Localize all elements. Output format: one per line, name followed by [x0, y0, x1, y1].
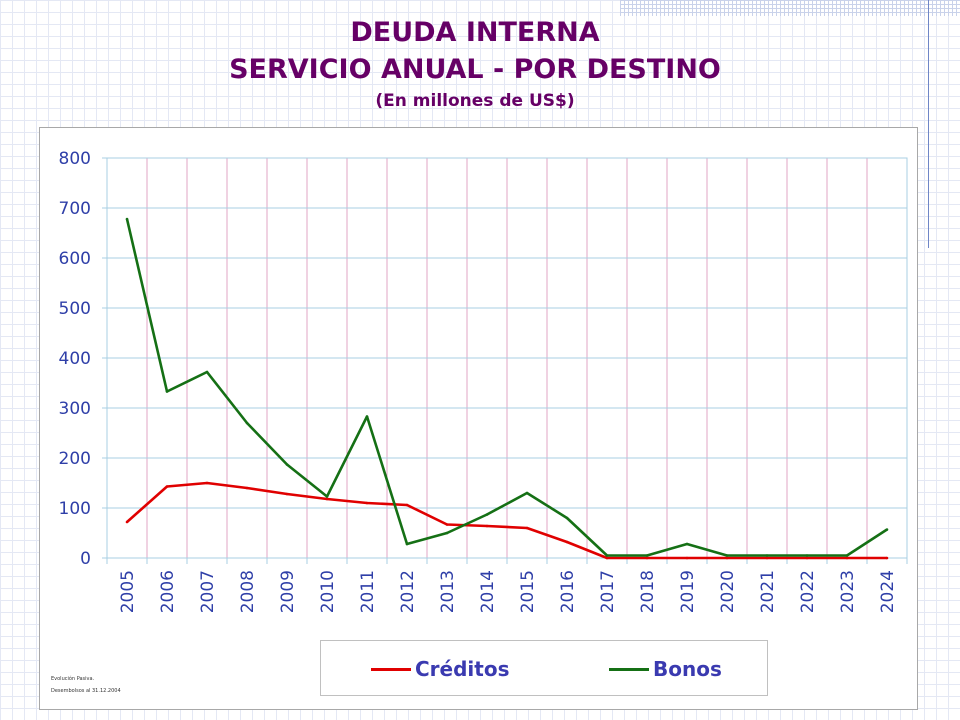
bonos-point [685, 542, 689, 546]
title-block: DEUDA INTERNA SERVICIO ANUAL - POR DESTI… [0, 14, 950, 114]
x-tick-label: 2006 [158, 570, 178, 613]
x-tick-label: 2008 [238, 570, 258, 613]
bonos-point [245, 421, 249, 425]
y-tick-label: 500 [59, 299, 91, 319]
y-tick-label: 300 [59, 399, 91, 419]
legend: Créditos Bonos [320, 640, 768, 696]
legend-label-bonos: Bonos [653, 657, 722, 681]
footnote-source: Evolución Pasiva. [51, 676, 95, 682]
chart-subtitle: SERVICIO ANUAL - POR DESTINO [229, 54, 721, 85]
creditos-point [445, 523, 449, 526]
x-tick-label: 2021 [758, 570, 778, 613]
bonos-point [285, 463, 289, 466]
bonos-point [525, 491, 529, 495]
creditos-point [725, 556, 729, 560]
x-tick-label: 2010 [318, 570, 338, 613]
x-tick-label: 2015 [518, 570, 538, 613]
creditos-point [165, 485, 169, 488]
legend-swatch-bonos [609, 667, 649, 671]
creditos-point [205, 481, 209, 485]
y-tick-label: 400 [59, 349, 91, 369]
footnote-date: Desembolsos al 31.12.2004 [51, 688, 121, 694]
creditos-point [365, 501, 369, 505]
creditos-point [685, 556, 689, 560]
creditos-point [805, 556, 809, 560]
creditos-point [125, 520, 129, 524]
right-decorative-rule [928, 0, 929, 248]
x-tick-label: 2019 [678, 570, 698, 613]
bonos-point [605, 554, 609, 557]
x-tick-label: 2013 [438, 570, 458, 613]
creditos-point [565, 540, 569, 544]
creditos-point [245, 486, 249, 490]
x-tick-label: 2016 [558, 570, 578, 613]
bonos-point [765, 554, 769, 557]
bonos-point [885, 528, 889, 531]
x-tick-label: 2005 [118, 570, 138, 613]
y-tick-label: 700 [59, 199, 91, 219]
bonos-point [445, 531, 449, 535]
unit-note: (En millones de US$) [375, 91, 575, 111]
x-tick-label: 2017 [598, 570, 618, 613]
x-tick-label: 2009 [278, 570, 298, 613]
x-tick-label: 2012 [398, 570, 418, 613]
creditos-point [605, 556, 609, 560]
bonos-point [845, 554, 849, 557]
bonos-point [365, 415, 369, 418]
creditos-point [485, 524, 489, 528]
creditos-point [325, 497, 329, 501]
x-tick-label: 2023 [838, 570, 858, 613]
x-tick-label: 2014 [478, 570, 498, 613]
creditos-point [285, 492, 289, 496]
x-tick-label: 2024 [878, 570, 898, 613]
bonos-point [325, 495, 329, 498]
y-tick-label: 600 [59, 249, 91, 269]
bonos-point [205, 370, 209, 374]
bonos-point [725, 554, 729, 557]
creditos-point [525, 526, 529, 530]
legend-swatch-creditos [371, 667, 411, 671]
y-tick-label: 100 [59, 499, 91, 519]
creditos-point [885, 556, 889, 560]
legend-item-bonos: Bonos [609, 657, 722, 681]
top-decorative-band [620, 0, 960, 16]
legend-label-creditos: Créditos [415, 657, 510, 681]
bonos-point [565, 516, 569, 520]
bonos-point [165, 390, 169, 393]
creditos-point [845, 556, 849, 560]
x-tick-label: 2020 [718, 570, 738, 613]
legend-item-creditos: Créditos [371, 657, 509, 681]
creditos-point [765, 556, 769, 560]
bonos-point [645, 554, 649, 557]
chart-title: DEUDA INTERNA [350, 17, 600, 48]
bonos-line [125, 218, 888, 557]
y-tick-label: 200 [59, 449, 91, 469]
creditos-point [645, 556, 649, 560]
x-tick-label: 2011 [358, 570, 378, 613]
x-tick-label: 2022 [798, 570, 818, 613]
x-tick-label: 2018 [638, 570, 658, 613]
chart-area [39, 127, 918, 710]
bonos-point [405, 542, 409, 546]
y-tick-label: 800 [59, 149, 91, 169]
x-tick-label: 2007 [198, 570, 218, 613]
y-tick-label: 0 [80, 549, 91, 569]
bonos-point [485, 513, 489, 516]
bonos-point [805, 554, 809, 557]
bonos-point [125, 217, 129, 221]
creditos-line [126, 481, 887, 560]
creditos-point [405, 503, 409, 507]
